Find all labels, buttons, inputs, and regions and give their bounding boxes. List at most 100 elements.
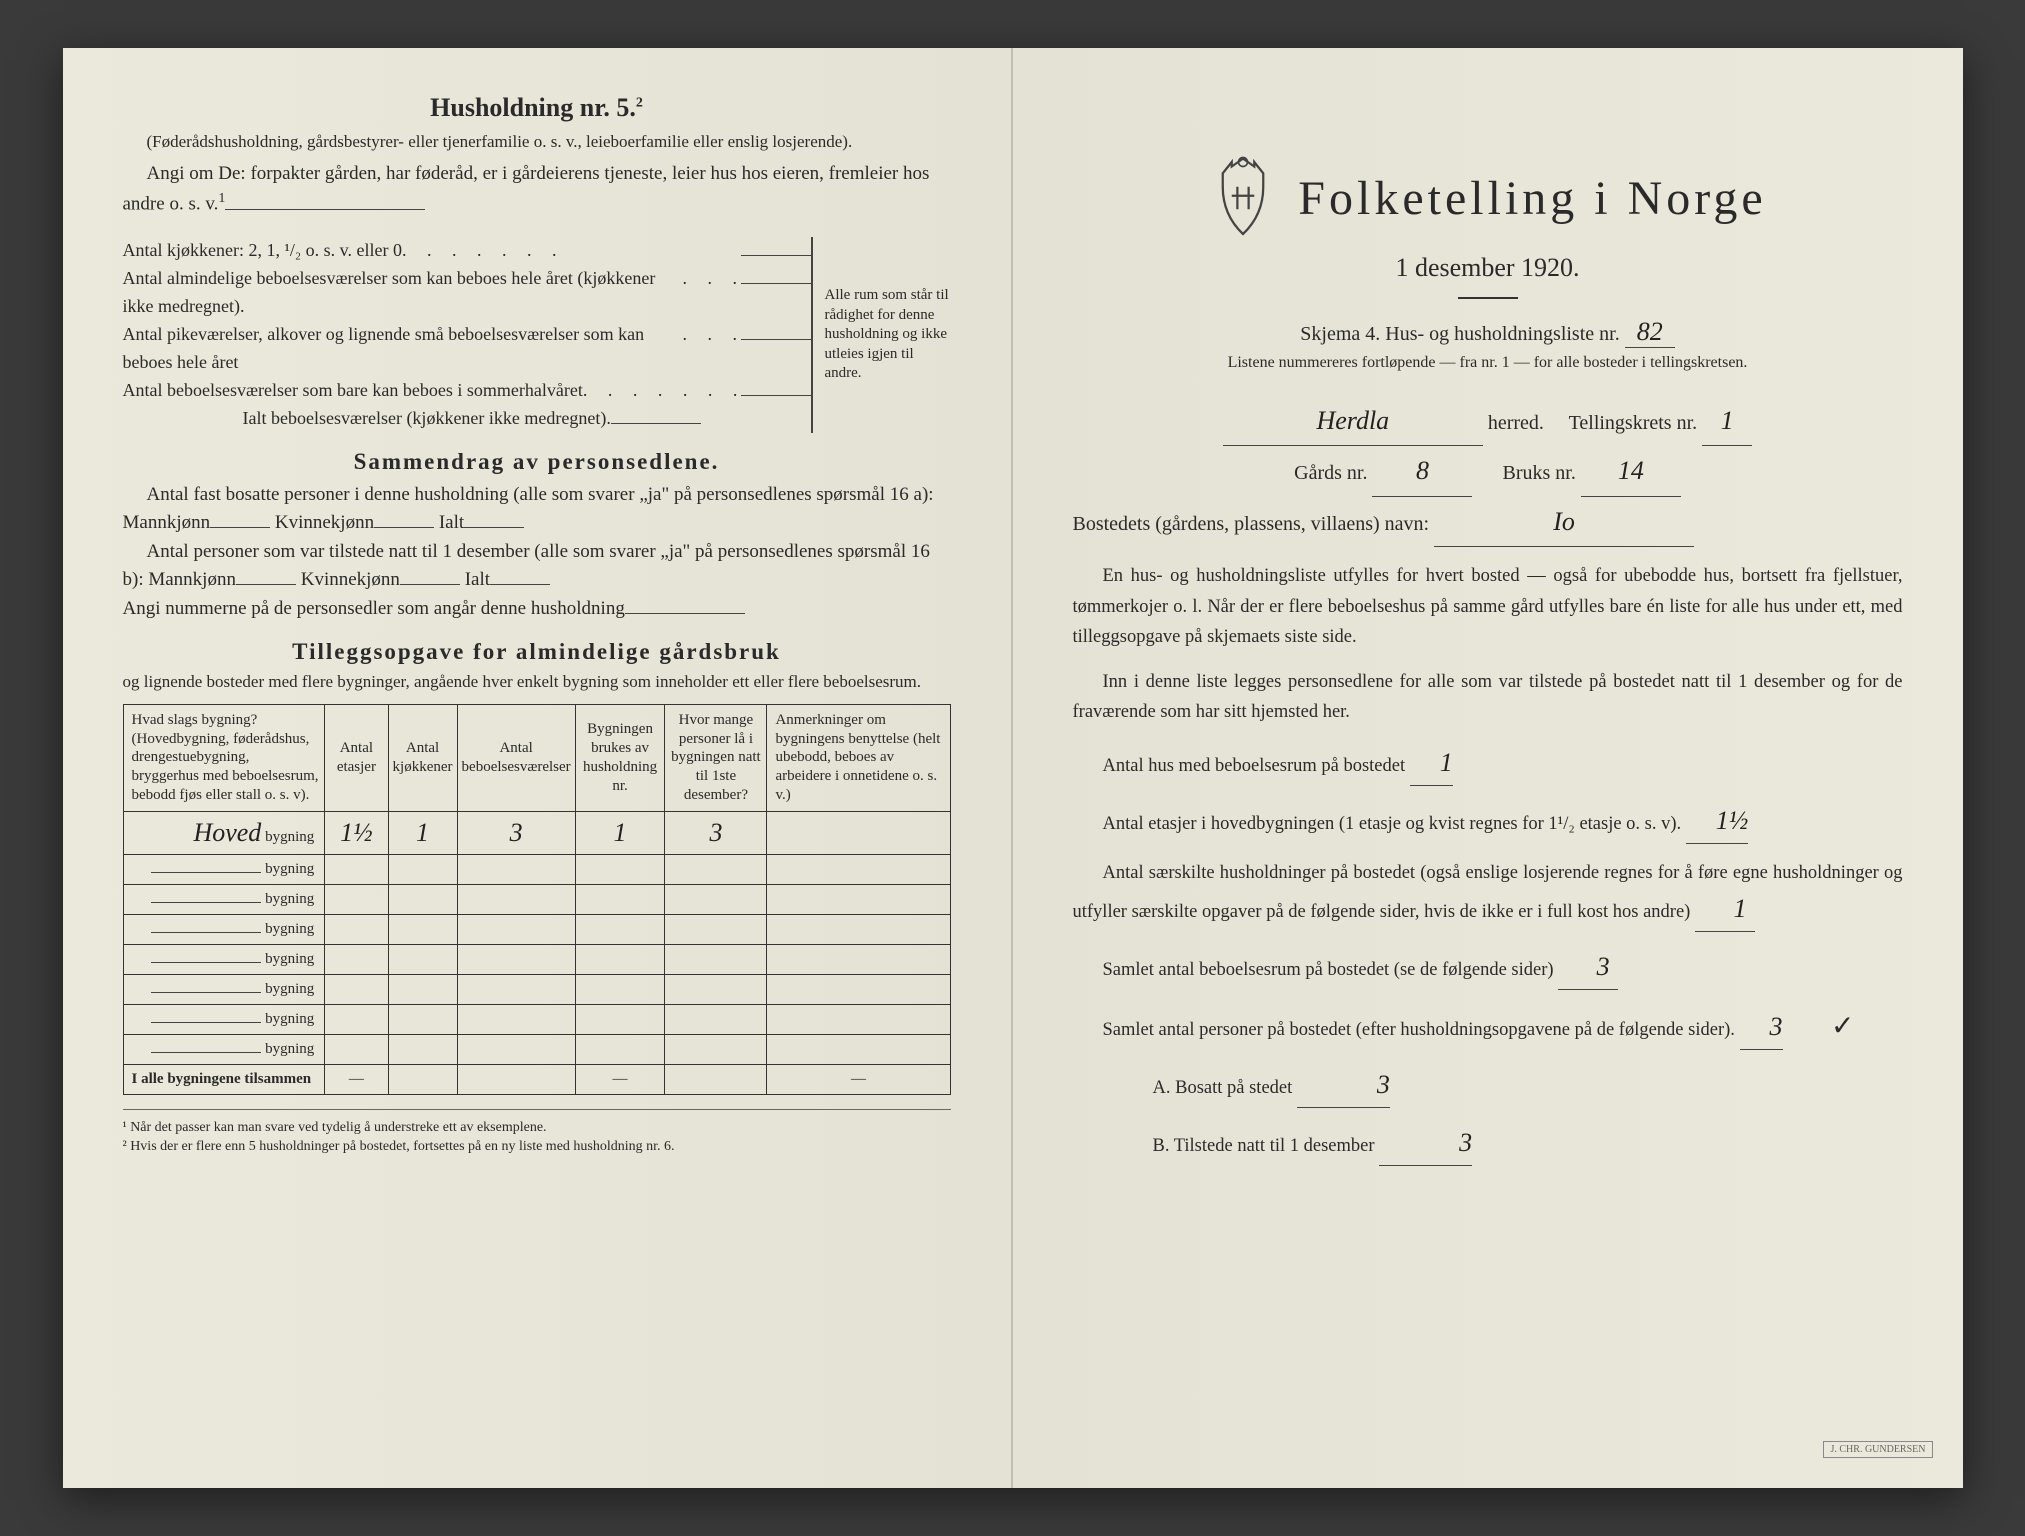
kitchens-row: Antal kjøkkener: 2, 1, ¹/₂ o. s. v. elle… [123,237,811,265]
s3-blank [625,613,745,614]
s2b-blank [400,584,460,585]
footnotes: ¹ Når det passer kan man svare ved tydel… [123,1109,951,1157]
table-row: bygning [123,914,950,944]
heading-sup: 2 [636,95,643,110]
row1-hand: Hoved [193,818,261,847]
s2a: Antal personer som var tilstede natt til… [123,541,930,591]
total-label: I alle bygningene tilsammen [123,1064,325,1094]
main-title: Folketelling i Norge [1298,171,1766,226]
blank [151,1052,261,1053]
row-suffix: bygning [265,891,314,907]
rooms-left: Antal kjøkkener: 2, 1, ¹/₂ o. s. v. elle… [123,237,811,432]
rooms1-value [741,283,811,284]
q2-label: Antal etasjer i hovedbygningen (1 etasje… [1103,814,1682,834]
th-2: Antal kjøkkener [388,704,457,811]
summary-line-2: Antal personer som var tilstede natt til… [123,538,951,595]
note-1: (Føderådshusholdning, gårdsbestyrer- ell… [123,131,951,154]
rooms3-label: Antal beboelsesværelser som bare kan beb… [123,377,583,405]
title-row: Folketelling i Norge [1073,153,1903,243]
s2a-blank [236,584,296,585]
row-suffix: bygning [265,921,314,937]
s2c-blank [490,584,550,585]
note-2-text: Angi om De: forpakter gården, har føderå… [123,163,930,215]
row-label: bygning [123,944,325,974]
document-spread: Husholdning nr. 5.2 (Føderådshusholdning… [63,48,1963,1488]
rooms2-label: Antal pikeværelser, alkover og lignende … [123,321,683,377]
table-row: bygning [123,854,950,884]
tc5: — [767,1064,950,1094]
th-4: Bygningen brukes av husholdning nr. [575,704,665,811]
listene-note: Listene nummereres fortløpende — fra nr.… [1073,354,1903,372]
dots: . . . . . . . . . . . . . . [583,377,741,405]
table-body: Hoved bygning 1½ 1 3 1 3 bygning bygning… [123,811,950,1094]
q1-value: 1 [1410,742,1453,786]
qB-label: B. Tilstede natt til 1 desember [1153,1136,1375,1156]
bosted-value: Io [1434,497,1694,547]
q4-value: 3 [1558,946,1618,990]
th-0: Hvad slags bygning? (Hovedbygning, føder… [123,704,325,811]
q1-label: Antal hus med beboelsesrum på bostedet [1103,756,1406,776]
q2-value: 1½ [1686,800,1749,844]
dots: . . . . . . . . . [683,265,741,293]
right-page: Folketelling i Norge 1 desember 1920. Sk… [1013,48,1963,1488]
s1c: Ialt [439,512,464,533]
subtitle: 1 desember 1920. [1073,253,1903,283]
rooms2-value [741,339,811,340]
para-2: Inn i denne liste legges personsedlene f… [1073,667,1903,728]
table-header-row: Hvad slags bygning? (Hovedbygning, føder… [123,704,950,811]
th-5: Hvor mange personer lå i bygningen natt … [665,704,767,811]
herred-value: Herdla [1223,396,1483,446]
bosted-label: Bostedets (gårdens, plassens, villaens) … [1073,513,1430,535]
row-suffix: bygning [265,951,314,967]
table-row: bygning [123,884,950,914]
tillegg-sub: og lignende bosteder med flere bygninger… [123,671,951,694]
summary-heading: Sammendrag av personsedlene. [123,449,951,475]
q2: Antal etasjer i hovedbygningen (1 etasje… [1073,800,1903,844]
blank [151,1022,261,1023]
q1: Antal hus med beboelsesrum på bostedet 1 [1073,742,1903,786]
row-suffix: bygning [265,1041,314,1057]
blank [151,932,261,933]
r1c2: 1 [388,811,457,854]
th-1: Antal etasjer [325,704,388,811]
note-2: Angi om De: forpakter gården, har føderå… [123,160,951,219]
s1b: Kvinnekjønn [275,512,374,533]
tc0: — [325,1064,388,1094]
tillegg-heading: Tilleggsopgave for almindelige gårdsbruk [123,639,951,665]
s1a: Antal fast bosatte personer i denne hush… [123,484,934,534]
printer-mark: J. CHR. GUNDERSEN [1823,1441,1932,1458]
row1-label: Hoved bygning [123,811,325,854]
row-label: bygning [123,884,325,914]
title-rule [1458,297,1518,299]
qA: A. Bosatt på stedet 3 [1073,1064,1903,1108]
rooms2-row: Antal pikeværelser, alkover og lignende … [123,321,811,377]
table-row: bygning [123,1034,950,1064]
row-label: bygning [123,1004,325,1034]
s1b-blank [374,527,434,528]
qB-value: 3 [1379,1122,1472,1166]
s1c-blank [464,527,524,528]
bruks-value: 14 [1581,446,1681,496]
row-label: bygning [123,1034,325,1064]
bruks-label: Bruks nr. [1502,462,1575,484]
th-3: Antal beboelsesværelser [457,704,575,811]
brace-note: Alle rum som står til rådighet for denne… [811,237,951,432]
q4: Samlet antal beboelsesrum på bostedet (s… [1073,946,1903,990]
th-6: Anmerkninger om bygningens benyttelse (h… [767,704,950,811]
tc4 [665,1064,767,1094]
herred-row: Herdla herred. Tellingskrets nr. 1 [1073,396,1903,446]
herred-label: herred. [1488,412,1544,434]
title-block: Folketelling i Norge [1298,171,1766,226]
table-head: Hvad slags bygning? (Hovedbygning, føder… [123,704,950,811]
brace-text: Alle rum som står til rådighet for denne… [825,286,951,384]
buildings-table: Hvad slags bygning? (Hovedbygning, føder… [123,704,951,1095]
household-heading: Husholdning nr. 5.2 [123,93,951,123]
dots: . . . . . . . [683,321,741,349]
heading-text: Husholdning nr. 5. [430,93,636,122]
r1c5: 3 [665,811,767,854]
r1c6 [767,811,950,854]
footnote-1: ¹ Når det passer kan man svare ved tydel… [123,1118,951,1138]
qB: B. Tilstede natt til 1 desember 3 [1073,1122,1903,1166]
row-label: bygning [123,914,325,944]
footnote-2: ² Hvis der er flere enn 5 husholdninger … [123,1137,951,1157]
